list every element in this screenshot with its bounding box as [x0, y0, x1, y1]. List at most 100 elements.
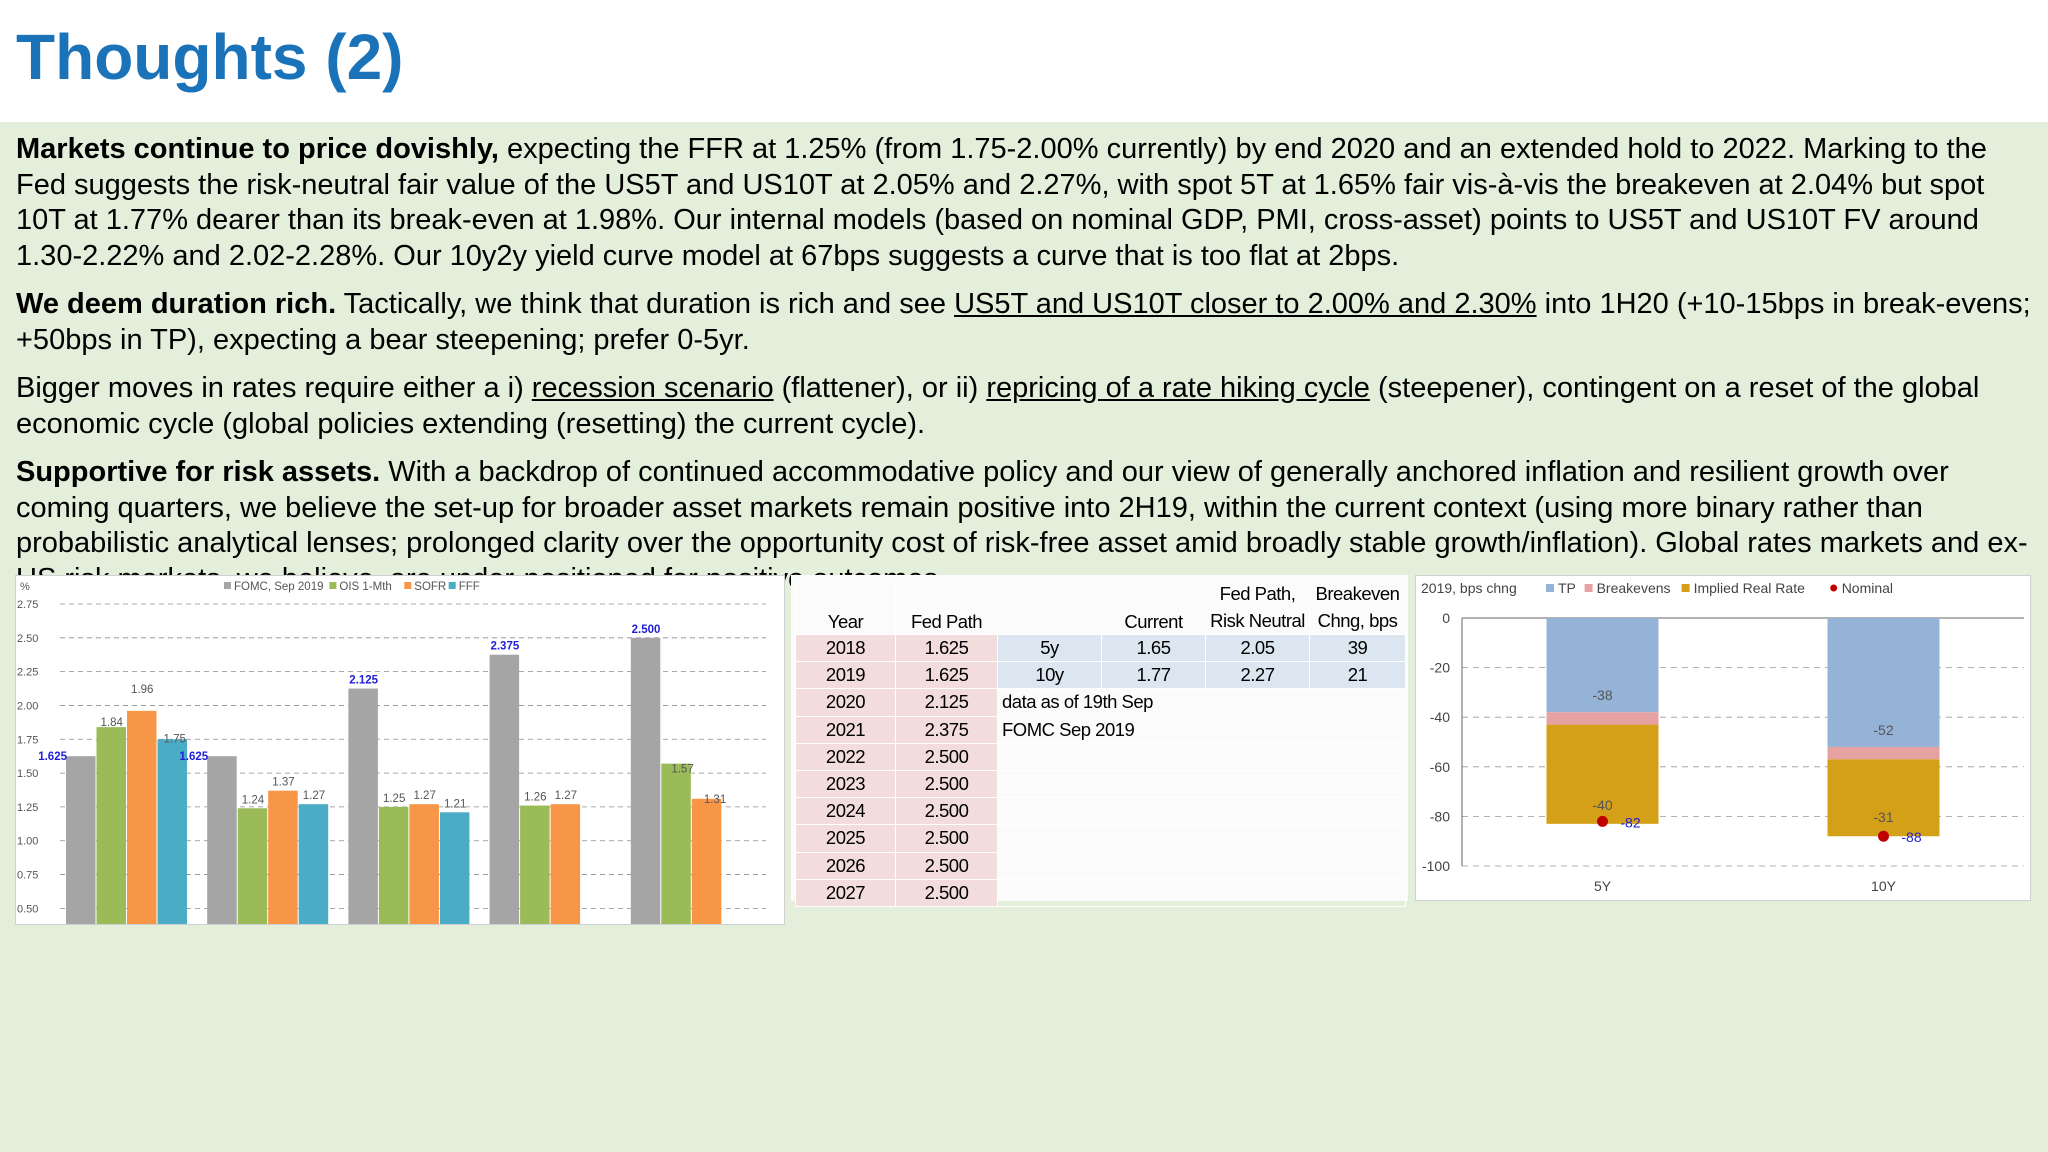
- table-cell-fed-path: 1.625: [895, 661, 998, 690]
- legend-label: TP: [1558, 580, 1576, 596]
- bar: [630, 637, 661, 976]
- header-rn-line2: Risk Neutral: [1210, 610, 1305, 631]
- table-cell-breakeven: 21: [1309, 661, 1406, 690]
- legend-swatch: [448, 582, 456, 589]
- paragraph-body: Bigger moves in rates require either a i…: [16, 372, 532, 404]
- bar: [439, 812, 470, 976]
- table-cell-note: FOMC Sep 2019: [997, 715, 1406, 744]
- legend-label: OIS 1-Mth: [339, 581, 391, 593]
- legend-label: Nominal: [1842, 580, 1893, 596]
- legend-label: FOMC, Sep 2019: [234, 581, 323, 593]
- y-tick-label: 0.50: [17, 903, 38, 915]
- header-fed-path: Fed Path: [895, 579, 998, 635]
- data-label: 1.37: [272, 777, 294, 789]
- header-be-line1: Breakeven: [1315, 583, 1400, 604]
- fed-path-table-panel: Year Fed Path Current Fed Path, Risk Neut…: [791, 575, 1408, 907]
- paragraph-bigger-moves: Bigger moves in rates require either a i…: [16, 371, 2032, 442]
- y-tick-label: -80: [1430, 808, 1450, 824]
- table-cell-risk-neutral: 2.27: [1205, 661, 1310, 690]
- bar: [207, 756, 237, 976]
- paragraph-body: into 1H20 (+10-15bps in break-evens; +50…: [16, 288, 2031, 356]
- fed-path-chart-svg: %0.000.250.500.751.001.251.501.752.002.2…: [17, 581, 766, 999]
- y-tick-label: 0.75: [17, 870, 38, 882]
- paragraph-duration: We deem duration rich. Tactically, we th…: [16, 287, 2032, 358]
- paragraph-underline: recession scenario: [531, 372, 774, 404]
- decomposition-chart-svg: 2019, bps chng TP Breakevens Implied Real R…: [1421, 580, 2024, 894]
- table-row: 2020 2.125 data as of 19th Sep: [795, 688, 1406, 717]
- table-cell-empty: [997, 824, 1406, 853]
- table-cell-current: 1.65: [1101, 633, 1206, 663]
- table-cell-tenor: 5y: [997, 633, 1102, 663]
- data-label: 1.31: [704, 794, 726, 806]
- table-cell-year: 2026: [795, 851, 896, 880]
- table-row: 2026 2.500: [795, 851, 1406, 880]
- header-tenor: [997, 579, 1102, 635]
- bar: [409, 804, 439, 976]
- table-cell-empty: [997, 769, 1406, 799]
- legend-label: FFF: [459, 581, 480, 593]
- data-label: 1.24: [242, 794, 265, 806]
- bar: [378, 806, 409, 976]
- paragraph-body: (steepener), contingent on a reset of th…: [16, 372, 1980, 440]
- y-tick-label: 1.50: [17, 768, 38, 780]
- data-point: [1597, 815, 1608, 827]
- legend-swatch: [224, 582, 231, 589]
- table-cell-fed-path: 2.500: [895, 797, 998, 826]
- data-label: 1.625: [179, 751, 208, 763]
- y-tick-label: 1.75: [17, 734, 38, 746]
- bar: [268, 790, 298, 976]
- bar: [127, 710, 157, 976]
- bar: [298, 804, 329, 976]
- bar-segment: [1827, 746, 1940, 760]
- table-row: 2021 2.375 FOMC Sep 2019: [795, 715, 1406, 744]
- table-row: 2022 2.500: [795, 742, 1406, 771]
- bar-segment: [1546, 618, 1659, 713]
- table-cell-fed-path: 2.500: [895, 769, 998, 799]
- table-row: 2027 2.500: [795, 878, 1406, 907]
- data-label: 2.375: [490, 641, 519, 653]
- header-rn-line1: Fed Path,: [1219, 583, 1296, 604]
- legend-swatch: [1681, 584, 1690, 592]
- table-cell-empty: [997, 742, 1406, 771]
- bar-segment: [1827, 759, 1940, 837]
- paragraph-underline: US5T and US10T closer to 2.00% and 2.30%: [954, 288, 1537, 320]
- data-label: 2.500: [632, 624, 661, 636]
- y-tick-label: 2.75: [17, 599, 38, 611]
- paragraph-body: Tactically, we think that duration is ri…: [336, 288, 955, 320]
- bar: [520, 805, 550, 976]
- data-label: 1.75: [164, 733, 186, 745]
- data-label: 1.25: [383, 793, 405, 805]
- table-cell-fed-path: 2.125: [895, 688, 998, 717]
- bar: [489, 654, 520, 976]
- legend-swatch: [1546, 584, 1554, 592]
- y-tick-label: 2.25: [17, 667, 38, 679]
- table-row: 2023 2.500: [795, 769, 1406, 799]
- table-cell-note: data as of 19th Sep: [997, 688, 1406, 717]
- paragraph-body: expecting the FFR at 1.25% (from 1.75-2.…: [16, 133, 1987, 272]
- data-label: -52: [1873, 722, 1893, 738]
- header-risk-neutral: Fed Path, Risk Neutral: [1205, 579, 1310, 635]
- legend-label: SOFR: [414, 581, 446, 593]
- y-tick-label: -20: [1430, 660, 1450, 676]
- data-label: 1.96: [131, 684, 153, 696]
- table-row: 2025 2.500: [795, 824, 1406, 853]
- bar: [691, 798, 722, 976]
- page-title: Thoughts (2): [16, 21, 404, 93]
- table-cell-empty: [997, 851, 1406, 880]
- bar-segment: [1827, 618, 1940, 747]
- table-cell-fed-path: 2.500: [895, 742, 998, 771]
- data-label: 1.27: [303, 790, 325, 802]
- table-cell-empty: [997, 797, 1406, 826]
- table-cell-fed-path: 2.500: [895, 878, 998, 907]
- table-cell-year: 2021: [795, 715, 896, 744]
- bar: [157, 739, 187, 976]
- table-cell-year: 2019: [795, 661, 896, 690]
- y-tick-label: -40: [1430, 709, 1450, 725]
- data-label: 1.27: [413, 790, 435, 802]
- paragraph-markets: Markets continue to price dovishly, expe…: [16, 132, 2032, 274]
- y-tick-label: -100: [1422, 858, 1450, 874]
- table-cell-year: 2022: [795, 742, 896, 771]
- legend-label: Implied Real Rate: [1694, 580, 1805, 596]
- table-cell-breakeven: 39: [1309, 633, 1406, 663]
- table-body: 2018 1.625 5y 1.65 2.05 39 2019 1.625 10y 1.77 2.2…: [795, 633, 1406, 907]
